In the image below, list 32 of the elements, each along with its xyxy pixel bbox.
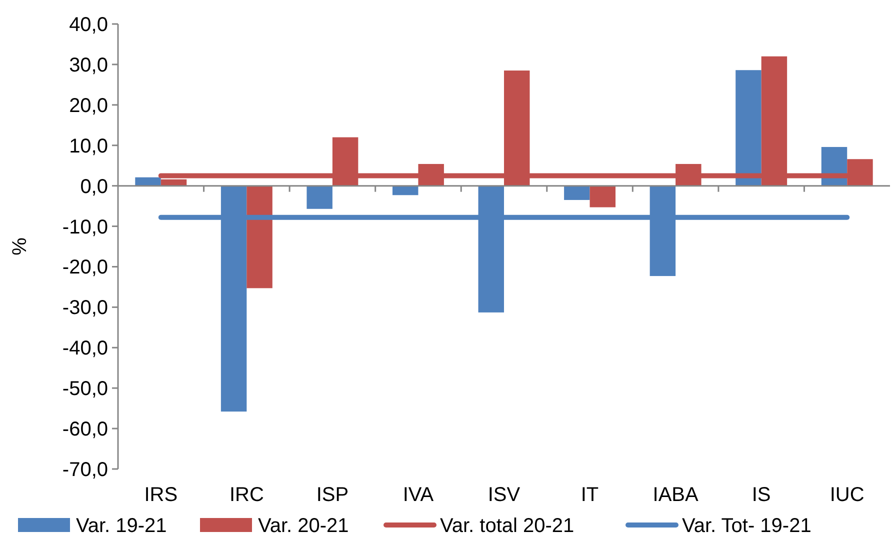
y-tick-label: 40,0	[69, 14, 108, 36]
y-tick-label: 20,0	[69, 94, 108, 117]
y-axis-title: %	[9, 237, 31, 256]
bar	[392, 186, 418, 196]
x-tick-label: IRS	[144, 484, 178, 506]
bar	[564, 186, 590, 200]
y-tick-label: -60,0	[62, 418, 108, 441]
legend-label: Var. total 20-21	[440, 515, 574, 537]
bar	[246, 186, 272, 288]
y-tick-label: 30,0	[69, 54, 108, 76]
y-tick-label: -20,0	[62, 256, 108, 279]
y-tick-label: -50,0	[62, 378, 108, 400]
x-tick-label: IVA	[402, 484, 434, 506]
legend-label: Var. 20-21	[258, 515, 349, 537]
x-tick-label: IABA	[652, 484, 700, 506]
x-tick-label: ISV	[488, 484, 521, 506]
bar	[590, 186, 616, 208]
y-tick-label: -40,0	[62, 338, 108, 360]
x-tick-label: IUC	[830, 484, 864, 506]
y-tick-label: -10,0	[62, 216, 108, 238]
legend-label: Var. 19-21	[76, 515, 167, 537]
x-tick-label: IT	[580, 484, 599, 506]
y-tick-label: 0,0	[80, 176, 108, 198]
x-tick-label: IRC	[229, 484, 264, 506]
x-tick-label: ISP	[316, 484, 349, 506]
y-tick-label: -30,0	[62, 297, 108, 320]
x-tick-label: IS	[752, 484, 771, 506]
y-tick-label: -70,0	[62, 459, 108, 481]
bar	[306, 186, 332, 209]
bar	[736, 70, 762, 186]
legend-label: Var. Tot- 19-21	[682, 515, 812, 537]
y-tick-label: 10,0	[69, 135, 108, 158]
